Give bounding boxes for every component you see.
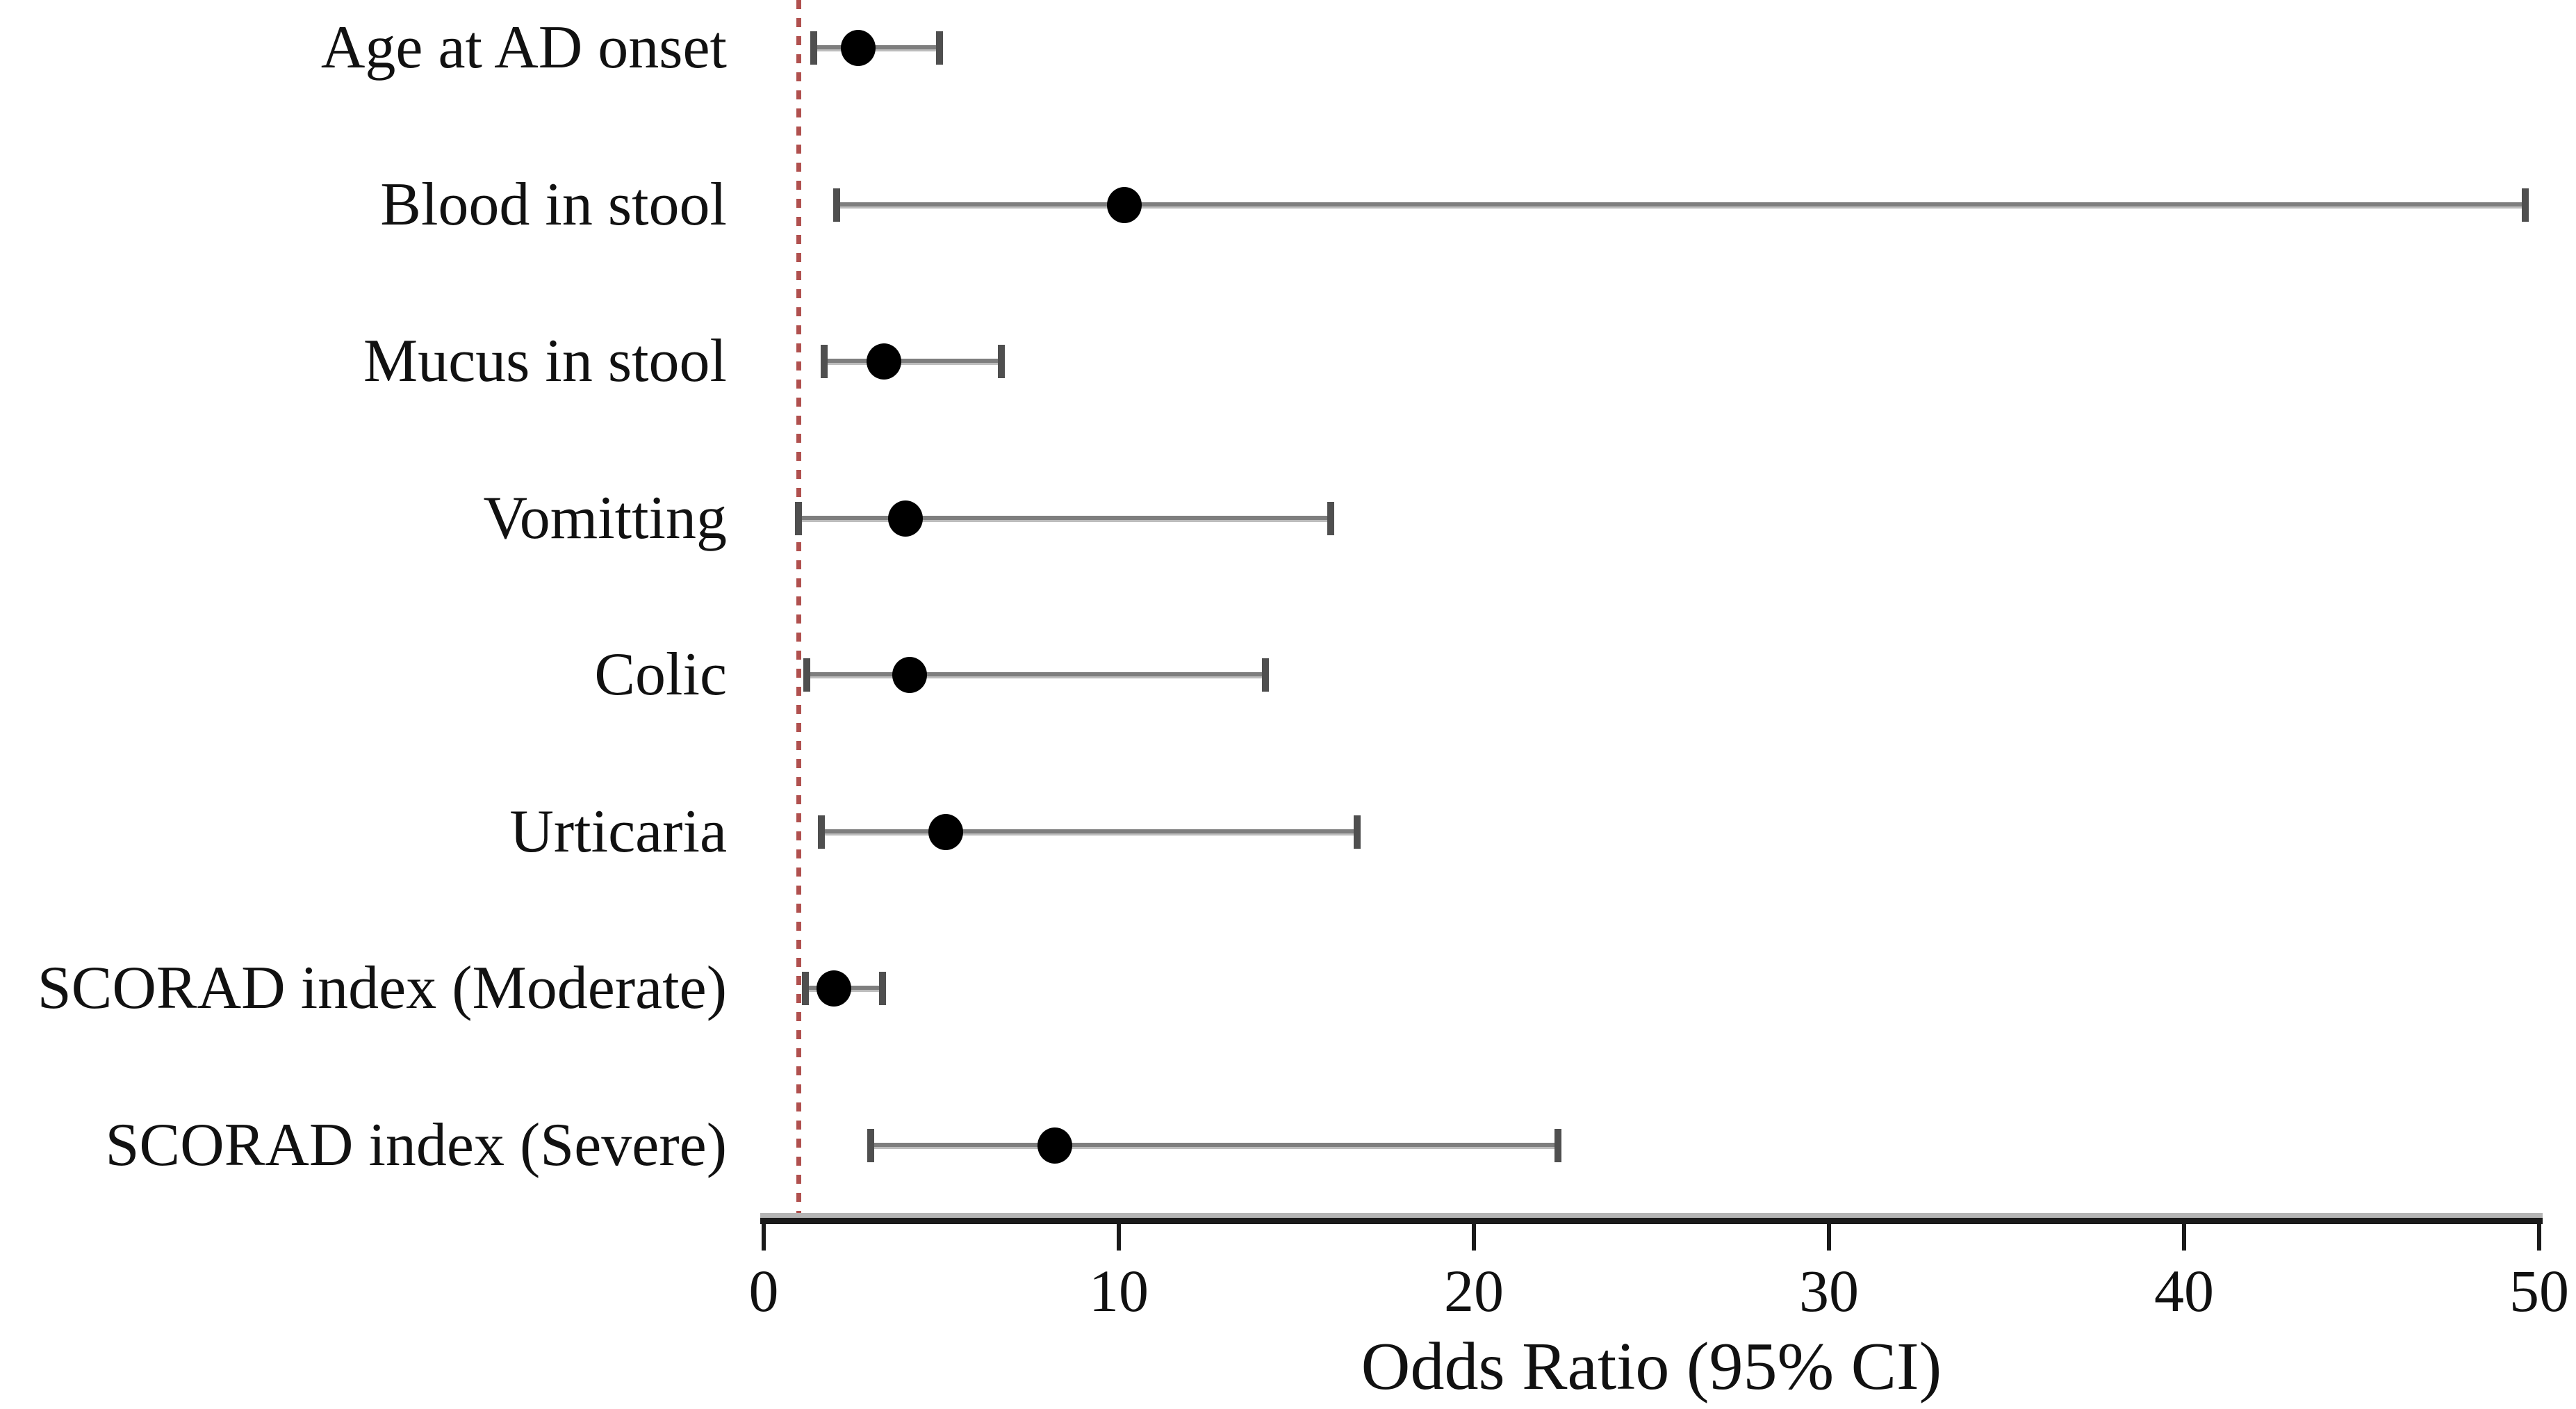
ci-cap-low <box>817 815 825 849</box>
odds-ratio-point <box>840 30 876 66</box>
x-axis-tick <box>1117 1224 1121 1251</box>
x-axis-tick-label: 10 <box>1089 1257 1149 1324</box>
x-axis-tick <box>1472 1224 1476 1251</box>
odds-ratio-point <box>1106 186 1142 223</box>
ci-interval-line <box>871 1142 1558 1149</box>
x-axis-title: Odds Ratio (95% CI) <box>1361 1329 1942 1404</box>
row-label: Colic <box>594 641 727 708</box>
row-label: Age at AD onset <box>320 14 727 81</box>
ci-cap-high <box>1262 658 1270 692</box>
ci-cap-low <box>795 501 803 535</box>
row-label: Mucus in stool <box>363 327 727 395</box>
odds-ratio-point <box>866 343 901 380</box>
ci-cap-low <box>802 972 810 1005</box>
ci-cap-high <box>1327 501 1335 535</box>
x-axis-tick-label: 50 <box>2509 1257 2569 1324</box>
row-label: SCORAD index (Moderate) <box>37 954 727 1022</box>
x-axis-tick <box>2182 1224 2186 1251</box>
row-label: Blood in stool <box>380 170 727 238</box>
ci-interval-line <box>823 359 1001 365</box>
ci-cap-low <box>833 188 841 222</box>
x-axis-tick-label: 40 <box>2154 1257 2214 1324</box>
row-label: Urticaria <box>509 797 727 865</box>
ci-cap-high <box>2521 188 2529 222</box>
ci-cap-low <box>867 1128 875 1162</box>
ci-interval-line <box>806 672 1266 678</box>
x-axis-tick-label: 30 <box>1799 1257 1859 1324</box>
ci-cap-high <box>997 345 1005 378</box>
odds-ratio-point <box>1037 1127 1072 1164</box>
ci-interval-line <box>837 202 2525 209</box>
ci-cap-high <box>1354 815 1361 849</box>
ci-cap-high <box>1554 1128 1561 1162</box>
ci-interval-line <box>798 515 1331 522</box>
x-axis-highlight <box>760 1213 2543 1218</box>
x-axis-tick <box>1827 1224 1831 1251</box>
ci-cap-low <box>810 31 818 65</box>
x-axis-tick <box>2537 1224 2541 1251</box>
ci-interval-line <box>814 45 940 51</box>
reference-line-or-1 <box>796 0 802 1219</box>
odds-ratio-point <box>892 657 928 693</box>
x-axis-line <box>760 1218 2543 1224</box>
row-label: Vomitting <box>483 484 727 552</box>
odds-ratio-point <box>928 813 964 850</box>
odds-ratio-point <box>817 970 852 1007</box>
x-axis-tick <box>762 1224 766 1251</box>
ci-cap-low <box>803 658 810 692</box>
ci-interval-line <box>821 829 1358 836</box>
ci-cap-high <box>879 972 887 1005</box>
x-axis-tick-label: 20 <box>1444 1257 1504 1324</box>
row-label: SCORAD index (Severe) <box>105 1111 727 1179</box>
x-axis-tick-label: 0 <box>748 1257 779 1324</box>
ci-cap-high <box>935 31 943 65</box>
odds-ratio-point <box>887 500 923 537</box>
ci-cap-low <box>820 345 828 378</box>
